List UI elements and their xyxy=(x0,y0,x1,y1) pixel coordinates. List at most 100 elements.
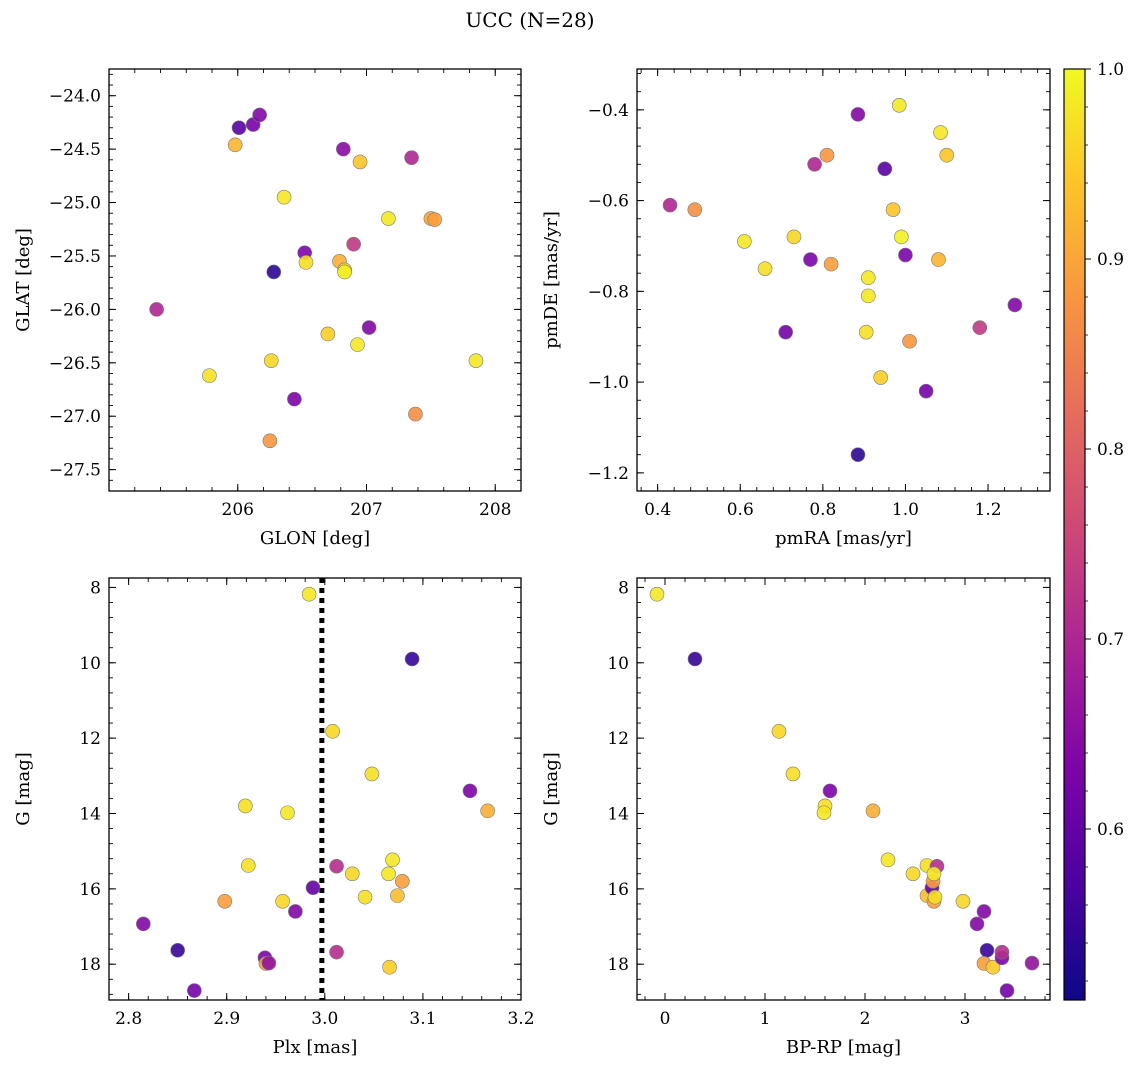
scatter-point xyxy=(771,724,787,739)
scatter-point xyxy=(395,874,410,889)
scatter-point xyxy=(462,783,478,799)
scatter-point xyxy=(427,212,443,227)
scatter-point xyxy=(873,370,888,385)
scatter-point xyxy=(344,866,360,882)
scatter-point xyxy=(891,98,907,113)
scatter-point xyxy=(972,320,988,335)
scatter-point xyxy=(778,324,793,340)
axes-frame xyxy=(108,577,522,1001)
scatter-panels: 206 207 208−27.5−27.0−26.5−26.0−25.5−25.0−… xyxy=(13,68,1051,1058)
colorbar-tick-label: 0.6 xyxy=(1097,820,1124,840)
scatter-point xyxy=(931,252,946,267)
x-axis-label: GLON [deg] xyxy=(260,528,370,549)
scatter-point xyxy=(329,858,344,874)
x-tick-label: 3 xyxy=(960,1009,971,1029)
axes-frame xyxy=(636,68,1051,492)
panel-1: 206 207 208 −27.5 −27.0 −26.5 −26.0 −25.5 −25.0 −… xyxy=(13,68,522,549)
scatter-point xyxy=(994,944,1010,960)
scatter-point xyxy=(480,803,495,819)
scatter-point xyxy=(217,893,233,909)
scatter-point xyxy=(786,229,802,245)
y-tick-label: −0.8 xyxy=(588,282,629,302)
y-tick-label: 16 xyxy=(79,880,101,900)
scatter-point xyxy=(320,326,336,342)
scatter-point xyxy=(662,197,678,213)
scatter-point xyxy=(939,147,955,163)
x-tick-label: 0.8 xyxy=(809,500,836,520)
scatter-point xyxy=(865,803,881,819)
scatter-point xyxy=(298,255,314,270)
x-tick-label: 1.0 xyxy=(892,500,919,520)
scatter-point xyxy=(337,264,352,280)
scatter-point xyxy=(822,783,838,799)
scatter-point xyxy=(149,302,164,317)
colorbar-tick-label: 0.7 xyxy=(1097,630,1124,650)
x-tick-label: 207 xyxy=(350,500,382,520)
scatter-point xyxy=(266,264,282,280)
scatter-point xyxy=(999,983,1015,998)
scatter-point xyxy=(823,256,839,272)
y-tick-label: 8 xyxy=(90,578,101,598)
y-tick-label: −0.4 xyxy=(588,101,629,121)
scatter-point xyxy=(381,866,396,882)
scatter-point xyxy=(187,983,202,998)
x-tick-label: 0.6 xyxy=(727,500,754,520)
scatter-point xyxy=(275,893,290,909)
scatter-point xyxy=(352,154,368,170)
scatter-point xyxy=(905,866,921,882)
scatter-point xyxy=(649,586,665,602)
scatter-point xyxy=(227,137,243,153)
y-tick-label: −25.0 xyxy=(49,194,101,214)
x-tick-label: 3.0 xyxy=(311,1009,338,1029)
scatter-point xyxy=(819,147,835,163)
scatter-point xyxy=(231,120,247,136)
scatter-point xyxy=(252,107,267,123)
y-axis-label: pmDE [mas/yr] xyxy=(541,211,562,349)
scatter-point xyxy=(364,766,380,782)
scatter-point xyxy=(807,156,822,172)
scatter-point xyxy=(850,107,866,122)
x-tick-label: 2 xyxy=(860,1009,871,1029)
y-tick-label: 18 xyxy=(607,955,629,975)
scatter-point xyxy=(329,944,344,960)
scatter-point xyxy=(860,270,876,286)
x-tick-label: 3.1 xyxy=(409,1009,436,1029)
scatter-point xyxy=(408,406,423,422)
y-tick-label: −26.0 xyxy=(49,300,101,320)
scatter-point xyxy=(969,916,985,932)
y-axis-label: G [mag] xyxy=(13,752,34,825)
scatter-point xyxy=(976,904,992,919)
scatter-point xyxy=(261,955,277,971)
y-tick-label: −1.0 xyxy=(588,373,629,393)
y-tick-label: 8 xyxy=(618,578,629,598)
x-tick-label: 2.8 xyxy=(115,1009,142,1029)
x-tick-label: 2.9 xyxy=(213,1009,240,1029)
scatter-point xyxy=(287,391,302,407)
scatter-point xyxy=(687,202,703,217)
x-axis-label: BP-RP [mag] xyxy=(786,1037,901,1058)
scatter-point xyxy=(1007,297,1023,313)
scatter-point xyxy=(305,880,321,896)
scatter-point xyxy=(136,916,151,932)
scatter-point xyxy=(301,586,317,602)
scatter-point xyxy=(926,866,942,882)
scatter-point xyxy=(860,288,876,304)
scatter-point xyxy=(737,234,752,249)
y-axis-label: G [mag] xyxy=(541,752,562,825)
scatter-point xyxy=(381,211,396,226)
y-tick-label: −0.6 xyxy=(588,192,629,212)
scatter-point xyxy=(404,150,419,165)
scatter-point xyxy=(933,125,948,140)
scatter-point xyxy=(757,261,773,276)
y-tick-label: 10 xyxy=(79,654,101,674)
scatter-point xyxy=(238,798,253,814)
colorbar-tick-label: 1.0 xyxy=(1097,60,1124,80)
scatter-point xyxy=(785,766,801,782)
x-tick-label: 0 xyxy=(660,1009,671,1029)
y-axis-label: GLAT [deg] xyxy=(13,228,34,332)
scatter-point xyxy=(1024,955,1040,971)
y-tick-label: 12 xyxy=(79,729,101,749)
colorbar: 0.6 0.7 0.8 0.9 1.0 xyxy=(1063,60,1124,1001)
scatter-point xyxy=(955,893,971,909)
